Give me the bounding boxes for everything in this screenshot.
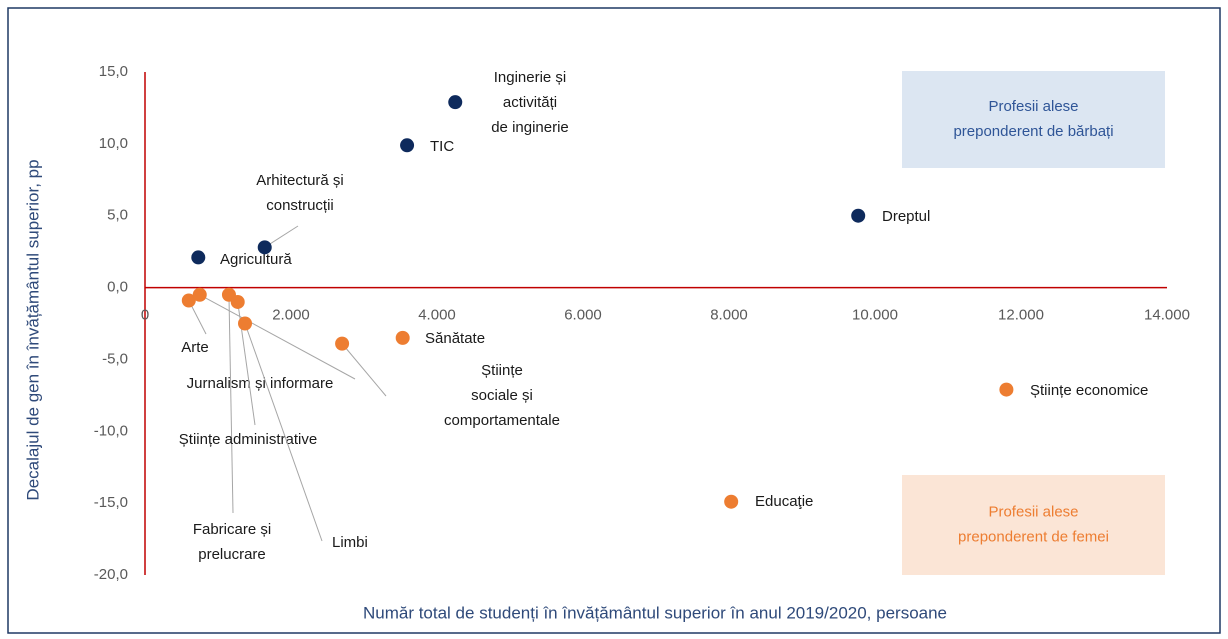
- point: [400, 138, 415, 153]
- point: [395, 330, 410, 345]
- point-label: Științe: [481, 362, 523, 379]
- point-label: Dreptul: [882, 208, 930, 225]
- x-tick-label: 10.000: [852, 307, 898, 324]
- point-label: Sănătate: [425, 330, 485, 347]
- point: [335, 336, 350, 351]
- x-axis-title: Număr total de studenți în învățământul …: [363, 603, 947, 622]
- y-tick-label: -15,0: [94, 494, 128, 511]
- point: [191, 250, 206, 265]
- x-tick-label: 8.000: [710, 307, 748, 324]
- y-tick-label: 10,0: [99, 135, 128, 152]
- point-label: Jurnalism și informare: [187, 375, 334, 392]
- leader-line: [228, 294, 234, 514]
- point: [851, 208, 866, 223]
- y-tick-label: 0,0: [107, 279, 128, 296]
- y-tick-label: 5,0: [107, 207, 128, 224]
- annotation-box: [902, 475, 1165, 575]
- point-label: Științe administrative: [179, 431, 317, 448]
- x-tick-label: 6.000: [564, 307, 602, 324]
- point-label: Educaţie: [755, 493, 813, 510]
- x-tick-label: 4.000: [418, 307, 456, 324]
- x-tick-label: 2.000: [272, 307, 310, 324]
- point-label: Arhitectură și: [256, 172, 344, 189]
- y-tick-label: -20,0: [94, 566, 128, 583]
- point: [448, 95, 463, 110]
- point-label: Arte: [181, 339, 209, 356]
- point-label: construcții: [266, 197, 334, 214]
- y-tick-label: -5,0: [102, 350, 128, 367]
- leader-line: [199, 294, 356, 380]
- leader-line: [244, 323, 323, 542]
- annotation-box: [902, 71, 1165, 168]
- point-label: prelucrare: [198, 546, 266, 563]
- annotation-text: preponderent de bărbați: [953, 123, 1113, 140]
- point: [230, 294, 245, 309]
- y-tick-label: -10,0: [94, 422, 128, 439]
- point-label: activități: [503, 94, 557, 111]
- point: [999, 382, 1014, 397]
- point-label: de inginerie: [491, 119, 569, 136]
- y-axis-title: Decalajul de gen în învățământul superio…: [23, 159, 42, 500]
- point: [181, 293, 196, 308]
- point-label: Fabricare și: [193, 521, 271, 538]
- point-label: Inginerie și: [494, 69, 567, 86]
- point-label: comportamentale: [444, 412, 560, 429]
- annotation-text: Profesii alese: [988, 503, 1078, 520]
- x-tick-label: 12.000: [998, 307, 1044, 324]
- x-tick-label: 14.000: [1144, 307, 1190, 324]
- point-label: Științe economice: [1030, 382, 1148, 399]
- point-label: TIC: [430, 138, 454, 155]
- point: [192, 287, 207, 302]
- point: [724, 494, 739, 509]
- point: [257, 240, 272, 255]
- point-label: sociale și: [471, 387, 533, 404]
- y-tick-label: 15,0: [99, 63, 128, 80]
- x-tick-label: 0: [141, 307, 149, 324]
- leader-line: [341, 343, 387, 397]
- point-label: Agricultură: [220, 251, 292, 268]
- annotation-text: preponderent de femei: [958, 528, 1109, 545]
- point-label: Limbi: [332, 534, 368, 551]
- point: [238, 316, 253, 331]
- annotation-text: Profesii alese: [988, 98, 1078, 115]
